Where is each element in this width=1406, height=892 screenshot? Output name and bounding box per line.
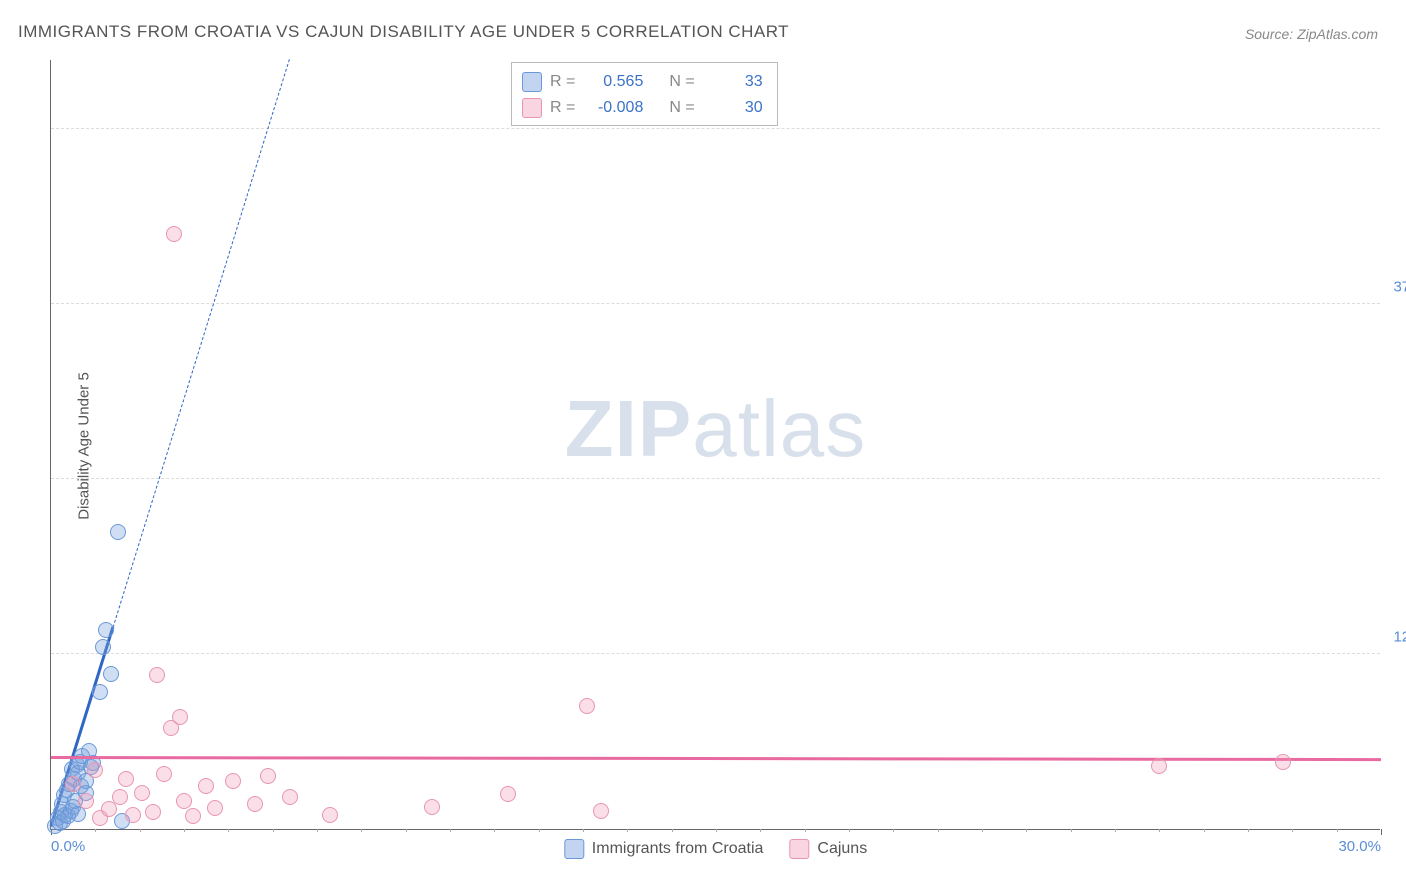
x-minor-tick: [228, 829, 229, 832]
data-point: [225, 773, 241, 789]
data-point: [98, 622, 114, 638]
data-point: [156, 766, 172, 782]
data-point: [166, 226, 182, 242]
x-minor-tick: [184, 829, 185, 832]
stats-row: R = 0.565 N = 33: [522, 69, 763, 95]
swatch-pink-icon: [522, 98, 542, 118]
trend-line: [51, 756, 1381, 761]
data-point: [118, 771, 134, 787]
data-point: [500, 786, 516, 802]
data-point: [134, 785, 150, 801]
trend-line: [113, 58, 291, 627]
source-label: Source: ZipAtlas.com: [1245, 26, 1378, 42]
data-point: [95, 639, 111, 655]
data-point: [176, 793, 192, 809]
data-point: [65, 776, 81, 792]
data-point: [112, 789, 128, 805]
r-label: R =: [550, 95, 575, 121]
data-point: [103, 666, 119, 682]
data-point: [1151, 758, 1167, 774]
data-point: [322, 807, 338, 823]
r-value: -0.008: [583, 95, 643, 121]
stats-legend: R = 0.565 N = 33 R = -0.008 N = 30: [511, 62, 778, 126]
x-minor-tick: [406, 829, 407, 832]
data-point: [207, 800, 223, 816]
data-point: [260, 768, 276, 784]
watermark-rest: atlas: [692, 384, 866, 473]
x-minor-tick: [1248, 829, 1249, 832]
watermark-bold: ZIP: [565, 384, 692, 473]
x-tick-label: 30.0%: [1338, 838, 1381, 855]
data-point: [78, 793, 94, 809]
swatch-blue-icon: [564, 839, 584, 859]
chart-title: IMMIGRANTS FROM CROATIA VS CAJUN DISABIL…: [18, 22, 789, 42]
data-point: [247, 796, 263, 812]
x-minor-tick: [494, 829, 495, 832]
legend-label: Cajuns: [817, 840, 867, 858]
r-value: 0.565: [583, 69, 643, 95]
stats-row: R = -0.008 N = 30: [522, 95, 763, 121]
x-minor-tick: [1071, 829, 1072, 832]
gridline: [51, 303, 1380, 304]
data-point: [282, 789, 298, 805]
data-point: [579, 698, 595, 714]
data-point: [125, 807, 141, 823]
y-tick-label: 12.5%: [1393, 629, 1406, 646]
x-minor-tick: [982, 829, 983, 832]
x-minor-tick: [317, 829, 318, 832]
legend-item: Immigrants from Croatia: [564, 839, 764, 859]
x-major-tick: [1381, 829, 1382, 835]
x-minor-tick: [140, 829, 141, 832]
x-minor-tick: [716, 829, 717, 832]
data-point: [198, 778, 214, 794]
y-tick-label: 37.5%: [1393, 279, 1406, 296]
data-point: [185, 808, 201, 824]
n-label: N =: [669, 95, 694, 121]
data-point: [110, 524, 126, 540]
gridline: [51, 478, 1380, 479]
r-label: R =: [550, 69, 575, 95]
x-minor-tick: [1159, 829, 1160, 832]
series-legend: Immigrants from Croatia Cajuns: [564, 839, 867, 859]
x-minor-tick: [938, 829, 939, 832]
x-minor-tick: [672, 829, 673, 832]
x-minor-tick: [1115, 829, 1116, 832]
n-label: N =: [669, 69, 694, 95]
x-minor-tick: [273, 829, 274, 832]
plot-area: ZIPatlas R = 0.565 N = 33 R = -0.008 N =…: [50, 60, 1380, 830]
data-point: [92, 684, 108, 700]
n-value: 30: [703, 95, 763, 121]
x-minor-tick: [760, 829, 761, 832]
data-point: [145, 804, 161, 820]
watermark: ZIPatlas: [565, 383, 866, 475]
x-minor-tick: [361, 829, 362, 832]
legend-item: Cajuns: [789, 839, 867, 859]
data-point: [424, 799, 440, 815]
swatch-pink-icon: [789, 839, 809, 859]
x-minor-tick: [849, 829, 850, 832]
x-minor-tick: [539, 829, 540, 832]
data-point: [101, 801, 117, 817]
x-tick-label: 0.0%: [51, 838, 85, 855]
data-point: [593, 803, 609, 819]
x-minor-tick: [805, 829, 806, 832]
x-minor-tick: [1292, 829, 1293, 832]
x-minor-tick: [95, 829, 96, 832]
data-point: [149, 667, 165, 683]
swatch-blue-icon: [522, 72, 542, 92]
gridline: [51, 128, 1380, 129]
legend-label: Immigrants from Croatia: [592, 840, 764, 858]
x-minor-tick: [627, 829, 628, 832]
x-minor-tick: [1204, 829, 1205, 832]
data-point: [172, 709, 188, 725]
gridline: [51, 653, 1380, 654]
x-minor-tick: [450, 829, 451, 832]
n-value: 33: [703, 69, 763, 95]
x-minor-tick: [1026, 829, 1027, 832]
data-point: [1275, 754, 1291, 770]
x-minor-tick: [893, 829, 894, 832]
x-minor-tick: [583, 829, 584, 832]
x-minor-tick: [1337, 829, 1338, 832]
data-point: [87, 762, 103, 778]
